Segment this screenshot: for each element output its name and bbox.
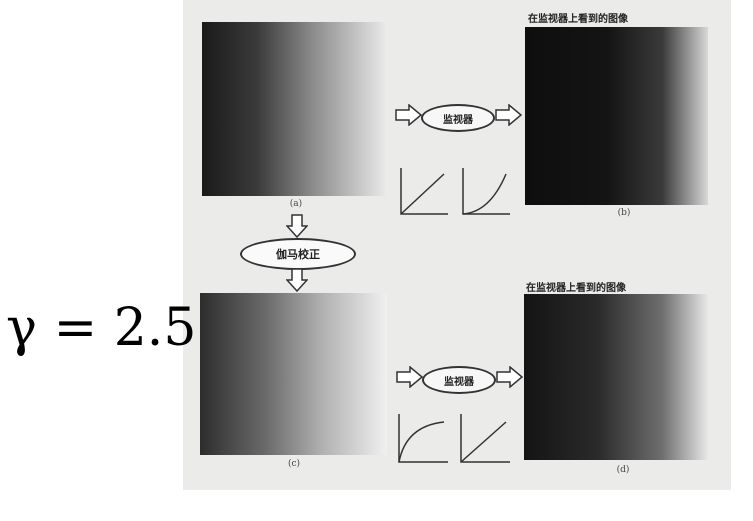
monitor-ellipse-bottom: 监视器 [422, 366, 496, 394]
linear-response-curve-icon [400, 168, 448, 215]
gamma-corrected-image-c [200, 293, 387, 455]
monitor-view-title-bottom: 在监视器上看到的图像 [526, 283, 626, 294]
arrow-right-icon [495, 104, 523, 126]
gamma-value-label: γ = 2.5 [6, 298, 197, 358]
arrow-down-icon [286, 214, 308, 238]
caption-d: (d) [616, 465, 630, 475]
arrow-right-icon [396, 366, 424, 388]
monitor-ellipse-top: 监视器 [421, 104, 495, 132]
caption-c: (c) [287, 459, 301, 469]
monitor-gamma-curve-icon [462, 168, 510, 215]
gamma-correction-ellipse: 伽马校正 [240, 238, 356, 270]
original-gradient-image-a [202, 22, 385, 196]
arrow-down-icon [286, 268, 308, 292]
monitor-displayed-image-d [524, 294, 708, 460]
arrow-right-icon [496, 366, 524, 388]
arrow-right-icon [395, 104, 423, 126]
gamma-correction-curve-icon [398, 414, 448, 463]
monitor-displayed-image-b [525, 27, 708, 205]
caption-b: (b) [617, 208, 631, 218]
linear-response-curve-icon [460, 414, 510, 463]
monitor-view-title-top: 在监视器上看到的图像 [528, 14, 628, 25]
caption-a: (a) [289, 199, 303, 209]
